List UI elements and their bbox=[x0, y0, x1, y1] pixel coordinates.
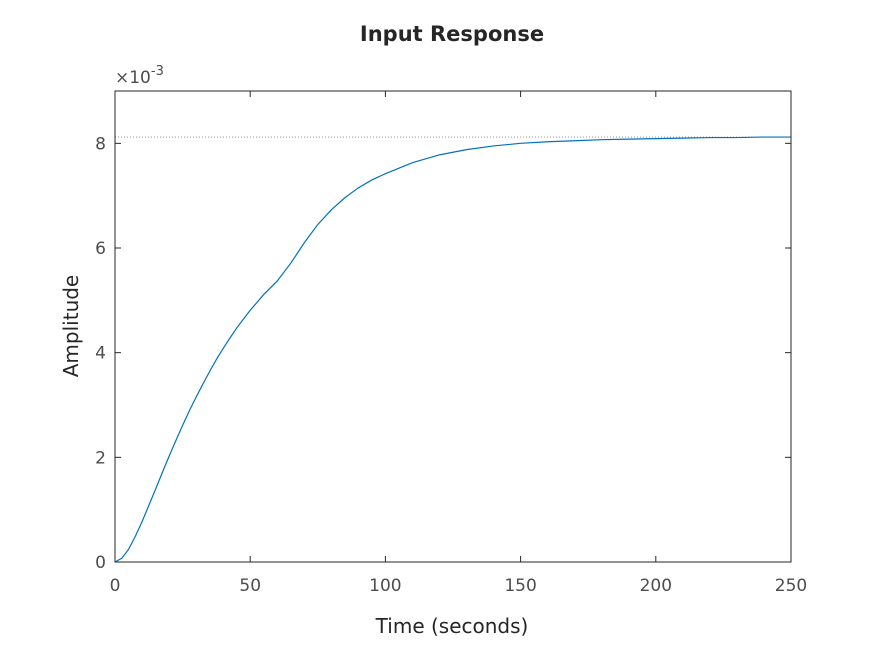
x-tick-label: 250 bbox=[775, 576, 807, 596]
y-exponent-label: ×10-3 bbox=[115, 64, 164, 88]
x-axis-label: Time (seconds) bbox=[375, 614, 529, 638]
x-tick-label: 0 bbox=[110, 576, 121, 596]
y-tick-label: 8 bbox=[95, 134, 106, 154]
y-exponent-base: ×10 bbox=[115, 68, 151, 88]
x-tick-labels: 0 50 100 150 200 250 bbox=[110, 576, 808, 596]
chart-title: Input Response bbox=[360, 22, 544, 46]
x-tick-label: 100 bbox=[369, 576, 401, 596]
x-tick-label: 50 bbox=[239, 576, 261, 596]
y-tick-labels: 0 2 4 6 8 bbox=[95, 134, 106, 573]
x-tick-label: 200 bbox=[640, 576, 672, 596]
response-line bbox=[114, 136, 791, 563]
y-tick-label: 4 bbox=[95, 344, 106, 364]
y-exponent-power: -3 bbox=[151, 64, 164, 79]
y-tick-label: 6 bbox=[95, 239, 106, 259]
axes-box bbox=[114, 90, 792, 563]
x-tick-label: 150 bbox=[504, 576, 536, 596]
plot-area bbox=[115, 91, 791, 562]
y-tick-label: 0 bbox=[95, 553, 106, 573]
y-tick-label: 2 bbox=[95, 448, 106, 468]
y-axis-label: Amplitude bbox=[59, 275, 83, 378]
